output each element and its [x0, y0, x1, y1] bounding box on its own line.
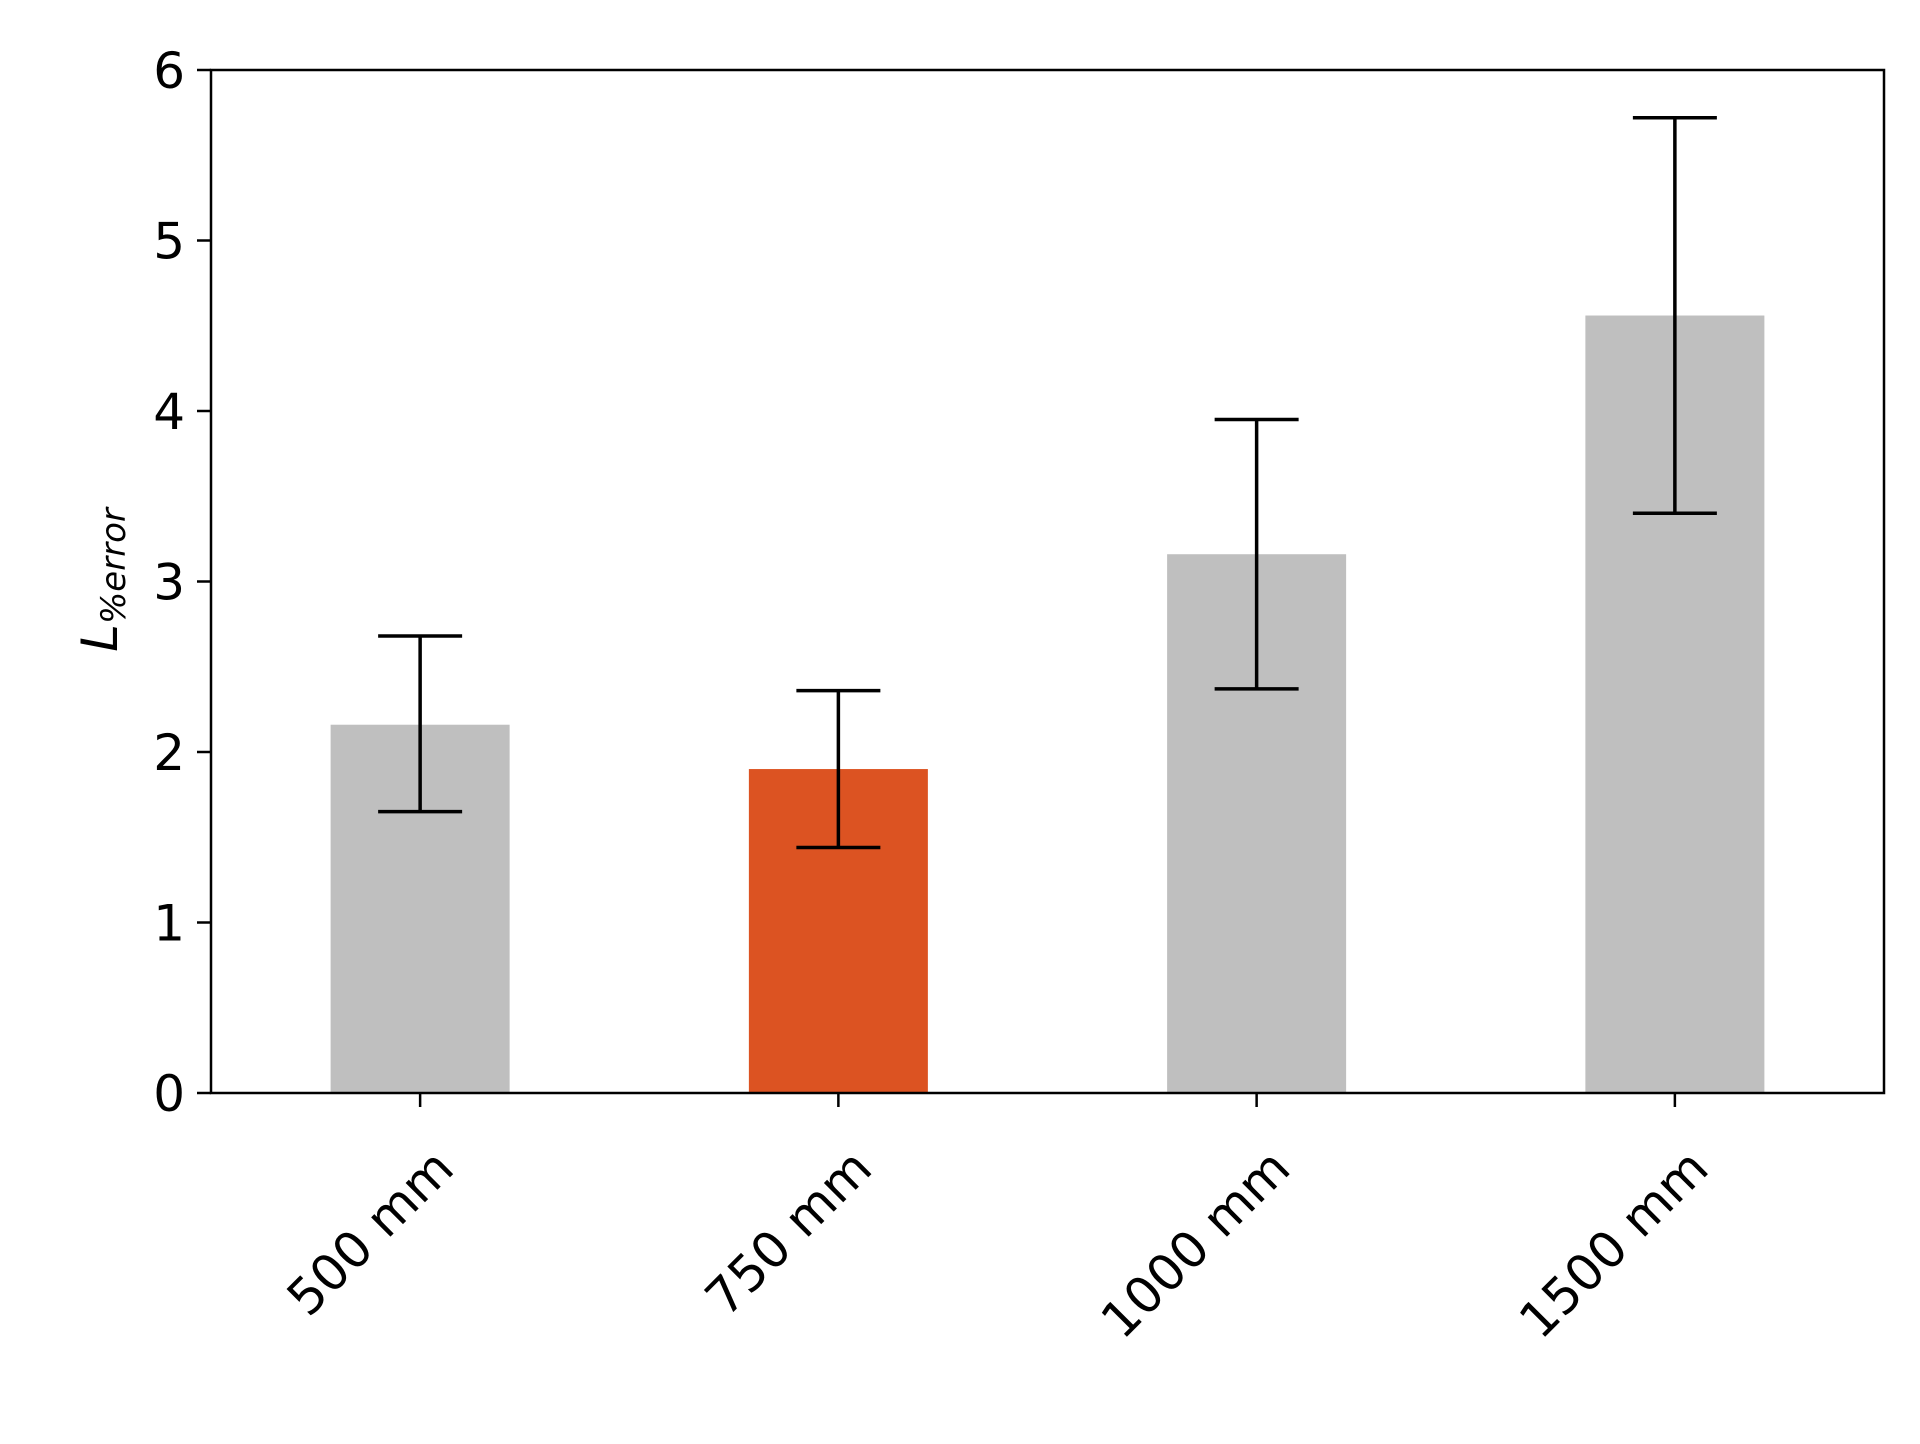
y-tick-label-1: 1 [153, 895, 185, 953]
y-tick-label-3: 3 [153, 554, 185, 612]
y-axis-label-subscript: %error [94, 506, 134, 624]
x-tick-label-1: 750 mm [694, 1138, 883, 1327]
x-tick-label-2: 1000 mm [1090, 1138, 1301, 1349]
y-axis-label: L%error [71, 506, 134, 652]
y-tick-label-5: 5 [153, 213, 185, 271]
x-axis-ticks: 500 mm 750 mm 1000 mm 1500 mm [276, 1093, 1719, 1350]
y-tick-label-4: 4 [153, 383, 185, 441]
y-tick-label-0: 0 [153, 1065, 185, 1123]
y-axis-label-main: L [71, 624, 129, 652]
y-axis-ticks: 0 1 2 3 4 5 6 [153, 42, 211, 1123]
x-tick-label-3: 1500 mm [1508, 1138, 1719, 1349]
y-tick-label-2: 2 [153, 724, 185, 782]
error-bar-group [378, 115, 1717, 850]
x-tick-label-0: 500 mm [276, 1138, 465, 1327]
y-tick-label-6: 6 [153, 42, 185, 100]
